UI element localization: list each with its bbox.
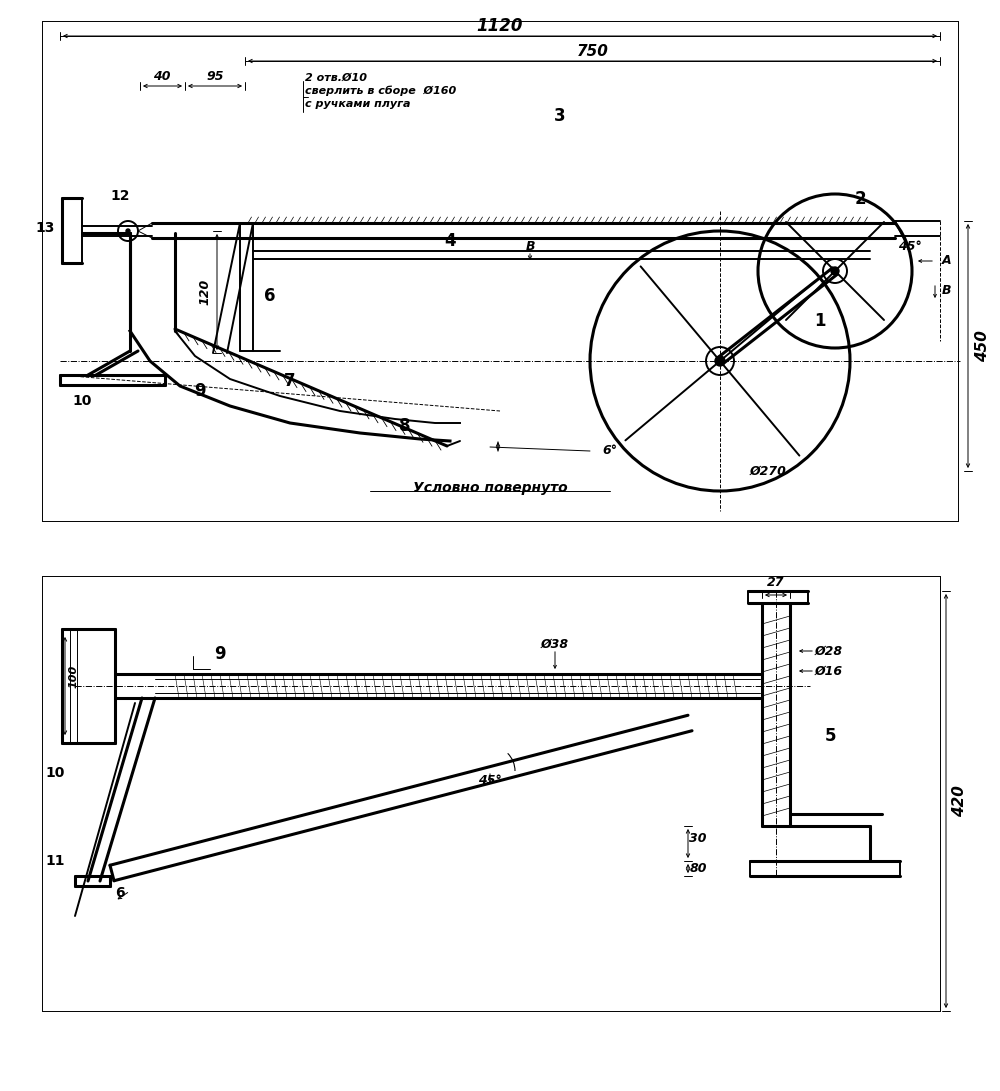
Text: B: B (525, 240, 535, 252)
Text: 120: 120 (198, 279, 212, 305)
Text: 45°: 45° (898, 240, 922, 252)
Text: 4: 4 (444, 232, 456, 250)
Text: 40: 40 (153, 71, 171, 84)
Text: A: A (942, 254, 952, 267)
Text: сверлить в сборе  Ø160: сверлить в сборе Ø160 (305, 85, 456, 96)
Text: 1: 1 (814, 312, 826, 329)
Text: с ручками плуга: с ручками плуга (305, 99, 411, 109)
Text: 6: 6 (264, 287, 276, 305)
Text: 750: 750 (577, 44, 609, 59)
Circle shape (831, 267, 839, 275)
Text: 9: 9 (214, 645, 226, 663)
Text: Ø38: Ø38 (541, 637, 569, 650)
Text: 95: 95 (206, 71, 224, 84)
Text: 2: 2 (855, 190, 867, 208)
Text: 12: 12 (110, 189, 130, 203)
Text: Ø16: Ø16 (815, 664, 843, 678)
Text: 27: 27 (767, 576, 785, 589)
Text: 30: 30 (689, 831, 707, 844)
Text: 100: 100 (69, 664, 79, 687)
Text: Условно повернуто: Условно повернуто (413, 481, 567, 495)
Text: 450: 450 (976, 331, 990, 362)
Text: 5: 5 (824, 727, 836, 745)
Text: 420: 420 (952, 786, 968, 817)
Text: 13: 13 (36, 221, 55, 235)
Text: 1120: 1120 (477, 17, 523, 35)
Text: 80: 80 (689, 862, 707, 875)
Text: Ø270: Ø270 (750, 465, 787, 478)
Text: 6°: 6° (602, 444, 618, 457)
Text: 8: 8 (399, 417, 411, 435)
Text: 10: 10 (72, 394, 92, 408)
Circle shape (126, 229, 130, 233)
Text: 3: 3 (554, 107, 566, 125)
Text: Ø28: Ø28 (815, 645, 843, 658)
Text: 10: 10 (46, 766, 65, 780)
Text: B: B (942, 285, 952, 298)
Text: 6: 6 (115, 886, 125, 900)
Circle shape (715, 356, 725, 365)
Text: 2 отв.Ø10: 2 отв.Ø10 (305, 73, 367, 83)
Text: 9: 9 (194, 382, 206, 400)
Text: 7: 7 (284, 372, 296, 389)
Text: 45°: 45° (478, 775, 502, 788)
Text: 11: 11 (46, 854, 65, 868)
